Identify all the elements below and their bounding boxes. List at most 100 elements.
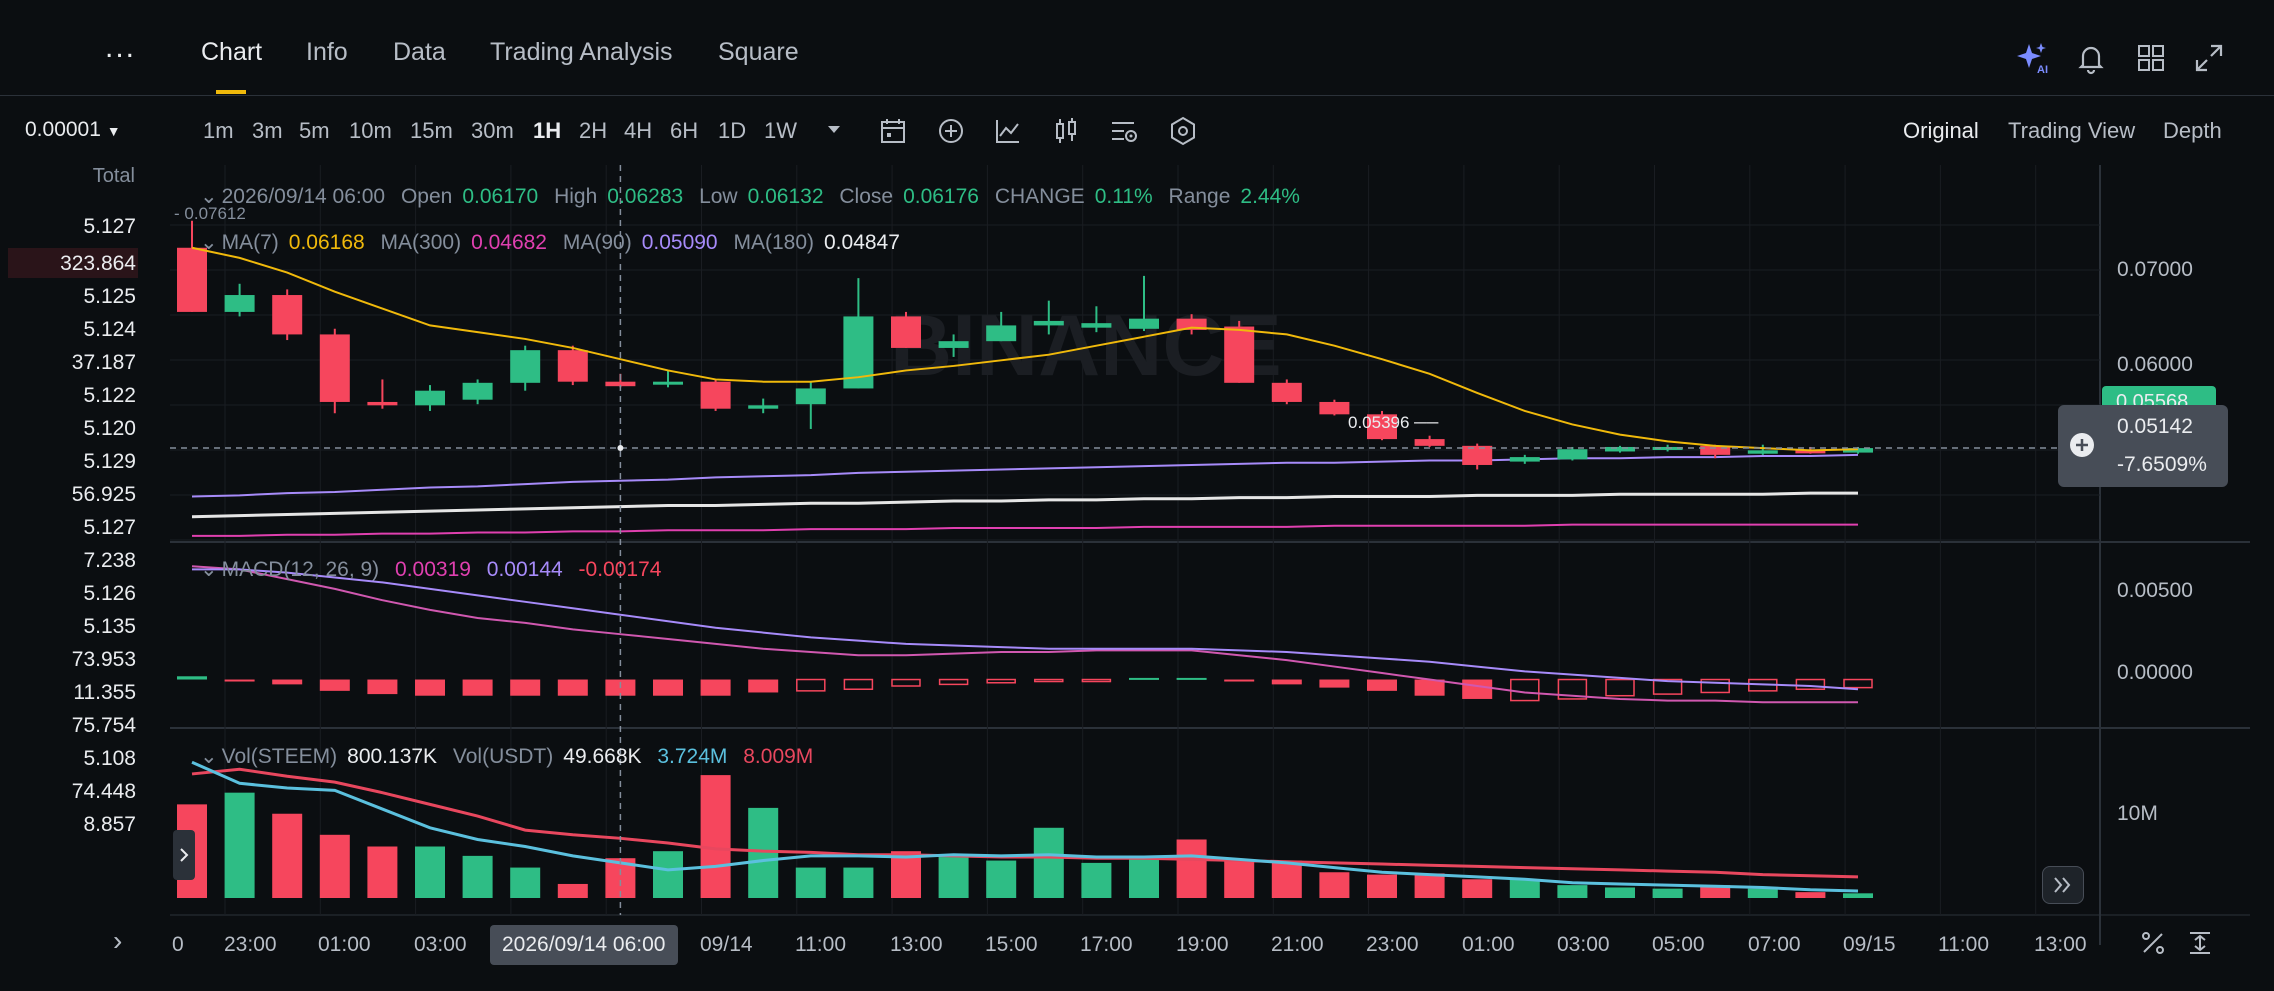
time-axis-label: 13:00 bbox=[2034, 933, 2087, 956]
left-row-value: 5.125 bbox=[83, 285, 136, 308]
volume-bar bbox=[748, 807, 779, 898]
macd-histogram-bar bbox=[319, 679, 350, 691]
price-precision-select[interactable]: 0.00001 ▼ bbox=[25, 118, 121, 142]
left-row-value: 56.925 bbox=[71, 483, 136, 506]
time-axis-label: 01:00 bbox=[318, 933, 371, 956]
volume-bar bbox=[462, 855, 493, 898]
tooltip-price: 0.05142 bbox=[2117, 415, 2193, 438]
interval-3m[interactable]: 3m bbox=[252, 118, 283, 143]
interval-4h[interactable]: 4H bbox=[624, 118, 653, 143]
ma7-line-group bbox=[191, 246, 1859, 452]
candle-body bbox=[462, 382, 493, 400]
view-trading-view[interactable]: Trading View bbox=[2008, 118, 2136, 143]
add-indicator-icon[interactable] bbox=[934, 114, 968, 148]
candle-body bbox=[1176, 318, 1207, 330]
tooltip-change: -7.6509% bbox=[2117, 453, 2207, 476]
interval-6h[interactable]: 6H bbox=[670, 118, 699, 143]
tab-info[interactable]: Info bbox=[306, 38, 348, 66]
candle-body bbox=[1129, 318, 1159, 329]
candle-body bbox=[653, 381, 683, 385]
chevron-down-icon[interactable]: ⌄ bbox=[200, 745, 218, 768]
interval-1h[interactable]: 1H bbox=[533, 118, 562, 143]
chart-grid bbox=[170, 165, 2250, 945]
left-row-value: 5.108 bbox=[83, 747, 136, 770]
auto-scale-icon[interactable] bbox=[2185, 928, 2215, 963]
macd-histogram-bar bbox=[224, 679, 255, 682]
tab-square[interactable]: Square bbox=[718, 38, 799, 66]
candle-type-icon[interactable] bbox=[1049, 114, 1083, 148]
time-axis-label: 15:00 bbox=[985, 933, 1038, 956]
view-original[interactable]: Original bbox=[1903, 118, 1979, 143]
hexagon-icon[interactable] bbox=[1166, 114, 1200, 148]
chevron-down-icon[interactable]: ⌄ bbox=[200, 185, 218, 208]
interval-2h[interactable]: 2H bbox=[579, 118, 608, 143]
macd-axis-label: 0.00000 bbox=[2117, 661, 2193, 684]
percent-scale-icon[interactable] bbox=[2138, 928, 2168, 963]
candle-date: 2026/09/14 06:00 bbox=[221, 185, 386, 208]
vol-usdt-label: Vol(USDT) bbox=[452, 745, 554, 768]
left-scroll-handle[interactable] bbox=[173, 830, 195, 880]
chevron-down-icon[interactable]: ⌄ bbox=[200, 231, 218, 254]
indicator-chart-icon[interactable] bbox=[991, 114, 1025, 148]
volume-bar bbox=[367, 846, 398, 898]
open-label: Open bbox=[400, 185, 453, 208]
volume-bar bbox=[891, 851, 921, 898]
ma300-value: 0.04682 bbox=[471, 231, 547, 254]
volume-bar bbox=[1367, 874, 1397, 898]
tab-data[interactable]: Data bbox=[393, 38, 446, 66]
interval-1w[interactable]: 1W bbox=[764, 118, 797, 143]
volume-bar bbox=[1033, 827, 1064, 898]
time-axis-label: 11:00 bbox=[795, 933, 846, 956]
macd-histogram-bar bbox=[415, 679, 445, 696]
candle-body bbox=[1843, 448, 1873, 453]
tab-trading-analysis[interactable]: Trading Analysis bbox=[490, 38, 673, 66]
add-alert-icon[interactable] bbox=[2070, 433, 2094, 457]
calendar-icon[interactable] bbox=[876, 114, 910, 148]
ai-sparkle-icon[interactable]: AI bbox=[2015, 40, 2051, 76]
chevron-down-icon[interactable]: ⌄ bbox=[200, 558, 218, 581]
macd-histogram-bar bbox=[1176, 677, 1207, 680]
candle-body bbox=[1367, 414, 1397, 440]
interval-10m[interactable]: 10m bbox=[349, 118, 392, 143]
bell-icon[interactable] bbox=[2073, 40, 2109, 76]
interval-15m[interactable]: 15m bbox=[410, 118, 453, 143]
volume-pane bbox=[177, 760, 1873, 898]
interval-5m[interactable]: 5m bbox=[299, 118, 330, 143]
candle-body bbox=[1033, 320, 1064, 326]
candle-body bbox=[319, 334, 350, 402]
interval-30m[interactable]: 30m bbox=[471, 118, 514, 143]
volume-bar bbox=[1081, 862, 1112, 898]
candle-body bbox=[1509, 457, 1540, 462]
volume-ma1-line bbox=[191, 767, 1859, 879]
interval-1d[interactable]: 1D bbox=[718, 118, 747, 143]
left-expand-arrow-icon[interactable]: › bbox=[113, 925, 123, 956]
left-row-value: 5.127 bbox=[83, 215, 136, 238]
time-axis-label: 13:00 bbox=[890, 933, 943, 956]
view-depth[interactable]: Depth bbox=[2163, 118, 2222, 143]
macd-histogram-bar bbox=[700, 679, 731, 696]
ma300-label: MA(300) bbox=[380, 231, 462, 254]
low-label: Low bbox=[699, 185, 738, 208]
high-marker: - 0.07612 bbox=[174, 204, 246, 223]
volume-bar bbox=[795, 867, 826, 898]
macd-histogram-bar bbox=[986, 678, 1016, 684]
volume-bar bbox=[1271, 860, 1302, 898]
interval-dropdown-icon[interactable] bbox=[825, 122, 843, 141]
tab-chart[interactable]: Chart bbox=[201, 38, 263, 66]
macd-histogram-bar bbox=[1129, 677, 1159, 680]
layout-grid-icon[interactable] bbox=[2133, 40, 2169, 76]
expand-icon[interactable] bbox=[2191, 40, 2227, 76]
time-axis-label: 23:00 bbox=[224, 933, 277, 956]
volume-bar bbox=[415, 846, 445, 898]
close-label: Close bbox=[839, 185, 894, 208]
volume-bar bbox=[1652, 888, 1683, 898]
interval-1m[interactable]: 1m bbox=[203, 118, 234, 143]
candle-body bbox=[1700, 445, 1731, 455]
volume-bar bbox=[986, 860, 1017, 898]
price-chart[interactable]: BINANCE bbox=[170, 165, 2274, 945]
chevron-down-icon: ▼ bbox=[106, 123, 121, 139]
time-axis-label: 05:00 bbox=[1652, 933, 1705, 956]
settings-icon[interactable] bbox=[1107, 114, 1141, 148]
more-menu-button[interactable]: ... bbox=[105, 31, 137, 64]
scroll-to-latest-button[interactable] bbox=[2042, 866, 2084, 904]
